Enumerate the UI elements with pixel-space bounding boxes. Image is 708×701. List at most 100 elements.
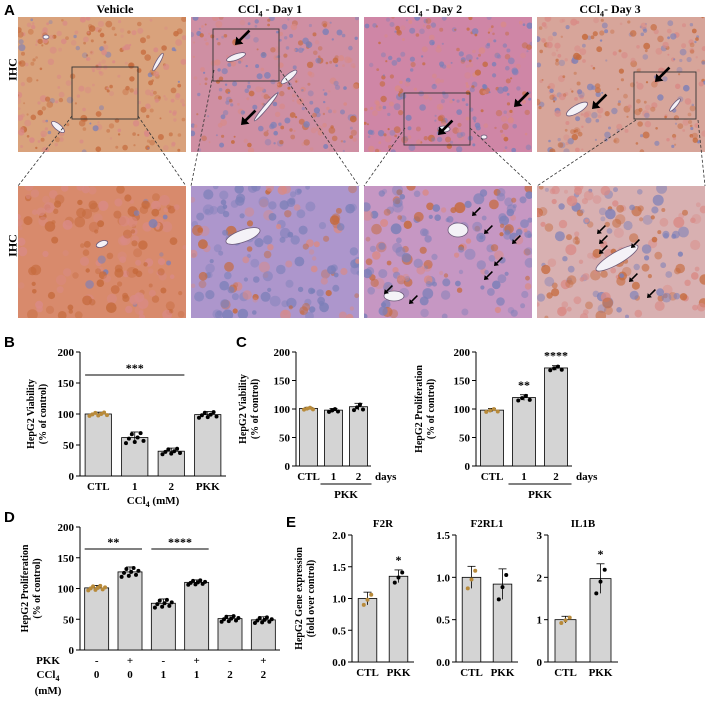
cell-nucleus <box>147 147 150 150</box>
cell-nucleus <box>546 41 553 49</box>
y-axis-label-2: (% of control) <box>250 379 261 439</box>
cell-nucleus <box>690 217 696 224</box>
cell-nucleus <box>566 275 577 285</box>
cell-nucleus <box>181 117 186 122</box>
cell-nucleus <box>692 137 698 143</box>
cell-nucleus <box>163 145 169 151</box>
cell-nucleus <box>102 44 109 50</box>
cell-nucleus <box>429 39 435 46</box>
cell-nucleus <box>601 91 604 94</box>
cell-nucleus <box>42 119 46 123</box>
cell-nucleus <box>117 133 121 136</box>
cell-nucleus <box>273 130 278 136</box>
cell-nucleus <box>293 204 301 211</box>
cell-nucleus <box>203 189 214 200</box>
cell-nucleus <box>332 57 339 64</box>
cell-nucleus <box>526 22 532 29</box>
cell-nucleus <box>163 207 169 213</box>
cell-nucleus <box>416 265 426 275</box>
cell-nucleus <box>332 109 337 114</box>
cell-nucleus <box>125 85 130 91</box>
data-point <box>559 367 564 372</box>
cell-nucleus <box>49 46 57 54</box>
cell-nucleus <box>289 33 294 38</box>
cell-nucleus <box>199 83 202 86</box>
cell-nucleus <box>289 128 293 132</box>
cell-nucleus <box>460 57 466 63</box>
cell-nucleus <box>505 78 511 84</box>
cell-nucleus <box>593 17 599 24</box>
cell-nucleus <box>254 238 264 248</box>
cell-nucleus <box>31 24 36 30</box>
cell-nucleus <box>180 98 185 104</box>
cell-nucleus <box>524 283 532 290</box>
cell-nucleus <box>468 59 472 63</box>
cell-nucleus <box>212 186 219 190</box>
cell-nucleus <box>502 123 509 130</box>
cell-nucleus <box>503 110 507 114</box>
cell-nucleus <box>329 60 333 64</box>
cell-nucleus <box>604 29 609 34</box>
cell-nucleus <box>509 109 513 113</box>
cell-nucleus <box>666 28 672 34</box>
cell-nucleus <box>367 287 375 295</box>
cell-nucleus <box>318 300 324 306</box>
cell-nucleus <box>504 53 511 60</box>
panel-letter-a: A <box>4 2 15 19</box>
cell-nucleus <box>244 207 255 217</box>
cell-nucleus <box>232 308 238 314</box>
cell-nucleus <box>305 311 314 318</box>
cell-nucleus <box>557 53 562 58</box>
cell-nucleus <box>552 96 557 102</box>
cell-nucleus <box>48 20 53 25</box>
bar <box>554 619 577 663</box>
data-point <box>169 600 174 605</box>
cell-nucleus <box>574 187 582 195</box>
cell-nucleus <box>174 49 177 52</box>
cell-nucleus <box>577 89 583 95</box>
cell-nucleus <box>552 31 557 37</box>
cell-nucleus <box>166 260 172 266</box>
cell-nucleus <box>521 99 526 104</box>
cell-nucleus <box>305 186 310 190</box>
cell-nucleus <box>689 49 695 54</box>
x-tick-label: CTL <box>356 667 379 679</box>
cell-nucleus <box>151 208 160 217</box>
cell-nucleus <box>349 135 354 139</box>
cell-nucleus <box>551 93 555 97</box>
cell-nucleus <box>79 139 84 144</box>
cell-nucleus <box>564 92 569 96</box>
cell-nucleus <box>159 117 162 120</box>
cell-nucleus <box>300 310 305 315</box>
cell-nucleus <box>122 270 130 278</box>
cell-nucleus <box>237 102 240 106</box>
cell-nucleus <box>555 49 559 52</box>
cell-nucleus <box>538 26 543 30</box>
cell-nucleus <box>525 275 530 281</box>
cell-nucleus <box>127 216 138 227</box>
cell-nucleus <box>137 100 141 105</box>
arrow-annotation <box>592 93 608 109</box>
cell-nucleus <box>95 111 102 117</box>
data-point <box>229 616 234 621</box>
arrow-annotation <box>472 207 481 216</box>
y-tick-label: 1.0 <box>332 594 346 606</box>
arrow-annotation <box>484 225 493 234</box>
cell-nucleus <box>134 292 145 303</box>
cell-nucleus <box>248 90 255 97</box>
pkk-value: + <box>260 655 266 667</box>
cell-nucleus <box>342 149 345 152</box>
cell-nucleus <box>497 86 505 94</box>
cell-nucleus <box>245 64 248 68</box>
cell-nucleus <box>401 252 412 263</box>
cell-nucleus <box>480 109 484 113</box>
data-point <box>491 407 496 412</box>
cell-nucleus <box>98 200 109 211</box>
cell-nucleus <box>592 66 596 70</box>
cell-nucleus <box>594 138 597 141</box>
cell-nucleus <box>169 110 172 114</box>
cell-nucleus <box>134 87 138 91</box>
y-axis-label: HepG2 Viability <box>238 374 249 444</box>
cell-nucleus <box>18 98 22 105</box>
cell-nucleus <box>521 42 528 49</box>
